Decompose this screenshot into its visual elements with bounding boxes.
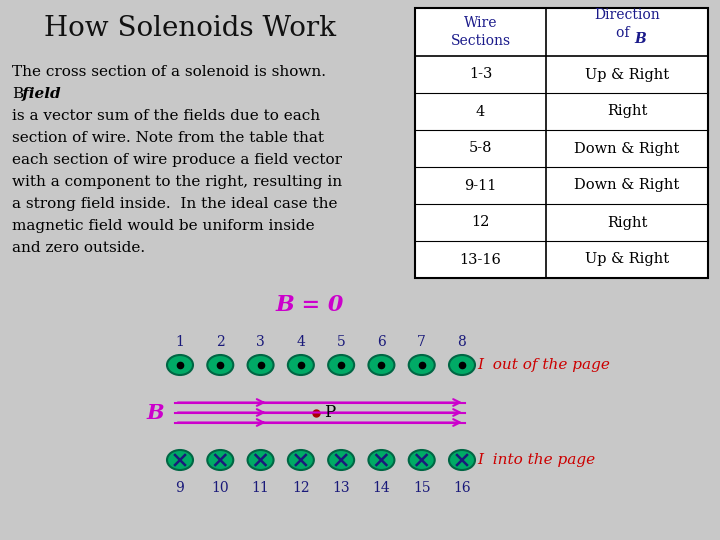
Text: 14: 14 (372, 481, 390, 495)
Text: Right: Right (607, 215, 647, 230)
Text: is a vector sum of the fields due to each: is a vector sum of the fields due to eac… (12, 109, 320, 123)
Ellipse shape (409, 450, 435, 470)
Text: 4: 4 (476, 105, 485, 118)
Ellipse shape (369, 355, 395, 375)
Text: B: B (634, 32, 646, 46)
Text: 7: 7 (418, 335, 426, 349)
Text: each section of wire produce a field vector: each section of wire produce a field vec… (12, 153, 342, 167)
Text: Down & Right: Down & Right (575, 141, 680, 156)
Text: magnetic field would be uniform inside: magnetic field would be uniform inside (12, 219, 315, 233)
Ellipse shape (207, 355, 233, 375)
Text: B = 0: B = 0 (276, 294, 344, 316)
Text: I  out of the page: I out of the page (477, 358, 610, 372)
Text: with a component to the right, resulting in: with a component to the right, resulting… (12, 175, 342, 189)
Text: P: P (324, 404, 335, 421)
Ellipse shape (409, 355, 435, 375)
Text: 9-11: 9-11 (464, 179, 497, 192)
Text: 5: 5 (337, 335, 346, 349)
Text: Wire
Sections: Wire Sections (451, 16, 510, 48)
Text: How Solenoids Work: How Solenoids Work (44, 15, 336, 42)
Ellipse shape (288, 355, 314, 375)
Text: 6: 6 (377, 335, 386, 349)
Text: B: B (12, 87, 23, 101)
Text: 12: 12 (292, 481, 310, 495)
Text: 11: 11 (252, 481, 269, 495)
Bar (415, 8, 708, 278)
Ellipse shape (328, 450, 354, 470)
Text: section of wire. Note from the table that: section of wire. Note from the table tha… (12, 131, 324, 145)
Text: and zero outside.: and zero outside. (12, 241, 145, 255)
Text: B: B (146, 403, 164, 423)
Text: 8: 8 (458, 335, 467, 349)
Ellipse shape (449, 450, 475, 470)
Text: 5-8: 5-8 (469, 141, 492, 156)
Text: 10: 10 (212, 481, 229, 495)
Text: a strong field inside.  In the ideal case the: a strong field inside. In the ideal case… (12, 197, 338, 211)
Text: 1: 1 (176, 335, 184, 349)
Text: Up & Right: Up & Right (585, 68, 669, 82)
Text: 3: 3 (256, 335, 265, 349)
Text: 9: 9 (176, 481, 184, 495)
Text: Up & Right: Up & Right (585, 253, 669, 267)
Ellipse shape (328, 355, 354, 375)
Text: 15: 15 (413, 481, 431, 495)
Text: 1-3: 1-3 (469, 68, 492, 82)
Ellipse shape (167, 355, 193, 375)
Text: Right: Right (607, 105, 647, 118)
Ellipse shape (369, 450, 395, 470)
Ellipse shape (248, 355, 274, 375)
Ellipse shape (167, 450, 193, 470)
Text: 12: 12 (472, 215, 490, 230)
Ellipse shape (207, 450, 233, 470)
Text: 4: 4 (297, 335, 305, 349)
Ellipse shape (248, 450, 274, 470)
Text: The cross section of a solenoid is shown.: The cross section of a solenoid is shown… (12, 65, 326, 79)
Text: 13-16: 13-16 (459, 253, 501, 267)
Ellipse shape (288, 450, 314, 470)
Text: 2: 2 (216, 335, 225, 349)
Text: Direction
of: Direction of (594, 8, 660, 40)
Text: I  into the page: I into the page (477, 453, 595, 467)
Text: Down & Right: Down & Right (575, 179, 680, 192)
Text: 13: 13 (333, 481, 350, 495)
Text: 16: 16 (453, 481, 471, 495)
Text: field: field (17, 87, 60, 101)
Ellipse shape (449, 355, 475, 375)
